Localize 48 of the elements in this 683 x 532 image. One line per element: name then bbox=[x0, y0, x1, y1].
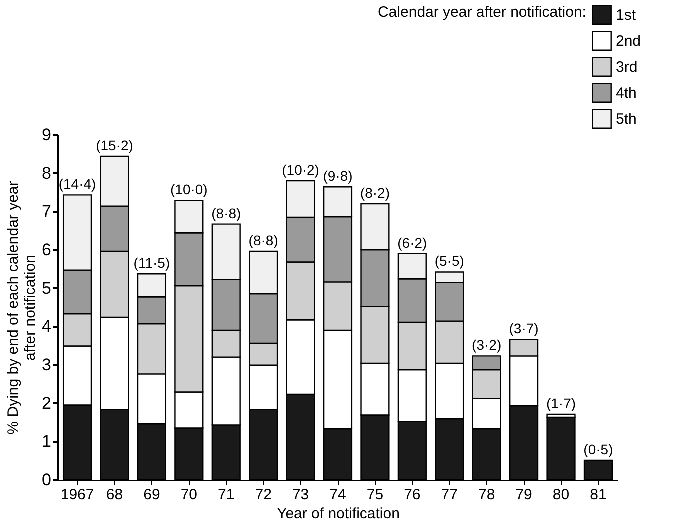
total-label: (8·2) bbox=[360, 185, 390, 201]
legend-label: 4th bbox=[616, 85, 637, 102]
x-tick-label: 72 bbox=[255, 486, 272, 504]
y-tick-label: 1 bbox=[42, 432, 52, 452]
total-label: (0·5) bbox=[584, 441, 614, 458]
x-tick-label: 71 bbox=[218, 486, 235, 504]
y-tick-label: 5 bbox=[42, 278, 52, 298]
x-tick-label: 77 bbox=[441, 486, 458, 504]
y-tick-label: 6 bbox=[42, 240, 52, 260]
total-label: (11·5) bbox=[134, 255, 170, 272]
total-label: (9·8) bbox=[323, 168, 353, 184]
y-tick-label: 3 bbox=[42, 356, 52, 374]
total-label: (3·2) bbox=[472, 337, 502, 354]
legend-label: 5th bbox=[616, 111, 637, 128]
total-label: (14·4) bbox=[58, 176, 96, 192]
legend-label: 2nd bbox=[616, 33, 642, 50]
x-tick-label: 73 bbox=[292, 486, 310, 504]
legend-label: 1st bbox=[616, 7, 637, 24]
y-tick-label: 7 bbox=[42, 202, 52, 222]
y-axis-title: % Dying by end of each calendar year after notification bbox=[5, 181, 40, 435]
legend-title: Calendar year after notification: bbox=[378, 4, 586, 21]
total-label: (10·0) bbox=[170, 182, 208, 198]
total-label: (8·8) bbox=[248, 232, 278, 249]
x-tick-label: 81 bbox=[590, 486, 607, 504]
x-tick-label: 80 bbox=[552, 486, 570, 504]
total-label: (10·2) bbox=[282, 162, 320, 178]
total-label: (6·2) bbox=[398, 234, 428, 251]
x-axis-title: Year of notification bbox=[277, 506, 400, 522]
total-label: (15·2) bbox=[96, 137, 134, 154]
x-tick-label: 68 bbox=[106, 486, 124, 504]
y-tick-label: 2 bbox=[42, 394, 52, 413]
y-tick-label: 4 bbox=[42, 317, 52, 336]
x-tick-label: 76 bbox=[404, 486, 421, 504]
y-tick-label: 8 bbox=[42, 164, 52, 183]
total-label: (5·5) bbox=[434, 253, 464, 270]
x-tick-label: 74 bbox=[330, 486, 346, 504]
x-tick-label: 1967 bbox=[60, 486, 94, 504]
total-label: (3·7) bbox=[509, 320, 539, 337]
total-label: (8·8) bbox=[212, 205, 242, 222]
legend-label: 3rd bbox=[616, 59, 638, 76]
x-tick-label: 78 bbox=[478, 486, 496, 504]
total-label: (1·7) bbox=[546, 395, 576, 412]
x-tick-label: 70 bbox=[180, 486, 198, 504]
y-tick-label: 9 bbox=[42, 126, 52, 144]
x-tick-label: 79 bbox=[516, 486, 532, 504]
x-tick-label: 75 bbox=[366, 486, 384, 504]
y-tick-label: 0 bbox=[42, 470, 52, 490]
x-tick-label: 69 bbox=[144, 486, 160, 504]
